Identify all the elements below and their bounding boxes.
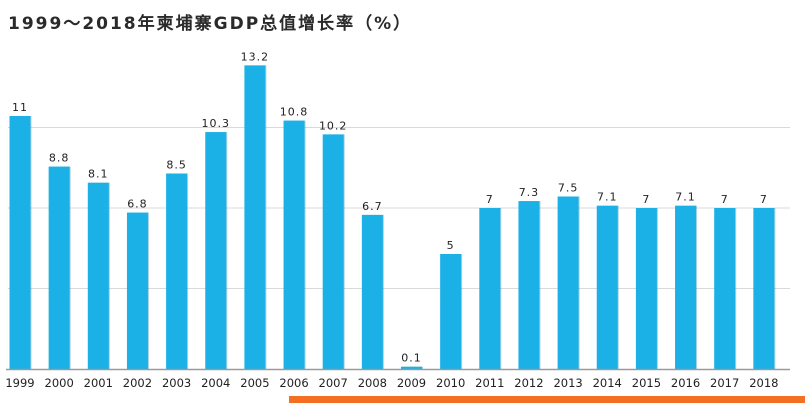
bar bbox=[87, 182, 109, 369]
data-label: 7.1 bbox=[675, 191, 696, 204]
x-tick-label: 2005 bbox=[240, 376, 269, 390]
data-label: 7 bbox=[721, 193, 729, 206]
x-tick-label: 2014 bbox=[593, 376, 622, 390]
x-tick-label: 2013 bbox=[553, 376, 582, 390]
x-tick-label: 2004 bbox=[201, 376, 230, 390]
bar bbox=[518, 201, 540, 369]
bar bbox=[205, 132, 227, 369]
bar bbox=[9, 116, 31, 369]
bar bbox=[596, 205, 618, 369]
bar bbox=[126, 212, 148, 369]
bar bbox=[166, 173, 188, 369]
bar bbox=[322, 134, 344, 369]
x-tick-label: 2003 bbox=[162, 376, 191, 390]
data-label: 10.8 bbox=[280, 106, 309, 119]
data-label: 11 bbox=[12, 101, 28, 114]
bar bbox=[283, 120, 305, 369]
bar bbox=[753, 208, 775, 369]
x-tick-label: 2001 bbox=[84, 376, 113, 390]
data-label: 7 bbox=[642, 193, 650, 206]
x-tick-label: 2015 bbox=[632, 376, 661, 390]
data-label: 8.5 bbox=[166, 159, 187, 172]
data-label: 6.8 bbox=[127, 198, 148, 211]
x-tick-label: 2018 bbox=[749, 376, 778, 390]
data-label: 10.2 bbox=[319, 119, 348, 132]
x-tick-label: 2010 bbox=[436, 376, 465, 390]
bar bbox=[557, 196, 579, 369]
bar bbox=[714, 208, 736, 369]
bar bbox=[244, 65, 266, 370]
x-tick-label: 2009 bbox=[397, 376, 426, 390]
data-label: 8.1 bbox=[88, 168, 109, 181]
x-tick-label: 2011 bbox=[475, 376, 504, 390]
x-tick-label: 2017 bbox=[710, 376, 739, 390]
bar bbox=[440, 254, 462, 369]
bar bbox=[479, 208, 501, 369]
chart-title: 1999～2018年柬埔寨GDP总值增长率（%） bbox=[8, 14, 413, 34]
x-tick-label: 2008 bbox=[358, 376, 387, 390]
x-tick-label: 2012 bbox=[514, 376, 543, 390]
data-label: 7.1 bbox=[597, 191, 618, 204]
x-tick-label: 2016 bbox=[671, 376, 700, 390]
data-label: 5 bbox=[447, 239, 455, 252]
data-label: 7.3 bbox=[519, 186, 540, 199]
data-label: 0.1 bbox=[401, 352, 422, 365]
x-tick-label: 2007 bbox=[319, 376, 348, 390]
x-tick-label: 2000 bbox=[45, 376, 74, 390]
x-tick-label: 1999 bbox=[5, 376, 34, 390]
accent-underline bbox=[289, 396, 805, 403]
data-label: 7.5 bbox=[558, 182, 579, 195]
bar bbox=[48, 166, 70, 369]
bar bbox=[675, 205, 697, 369]
x-tick-label: 2006 bbox=[279, 376, 308, 390]
bar bbox=[401, 366, 422, 369]
bar bbox=[635, 208, 657, 369]
bar bbox=[361, 214, 383, 369]
data-label: 6.7 bbox=[362, 200, 383, 213]
data-label: 13.2 bbox=[241, 50, 270, 63]
data-label: 7 bbox=[760, 193, 768, 206]
data-label: 10.3 bbox=[202, 117, 231, 130]
x-tick-label: 2002 bbox=[123, 376, 152, 390]
data-label: 8.8 bbox=[49, 152, 70, 165]
data-label: 7 bbox=[486, 193, 494, 206]
